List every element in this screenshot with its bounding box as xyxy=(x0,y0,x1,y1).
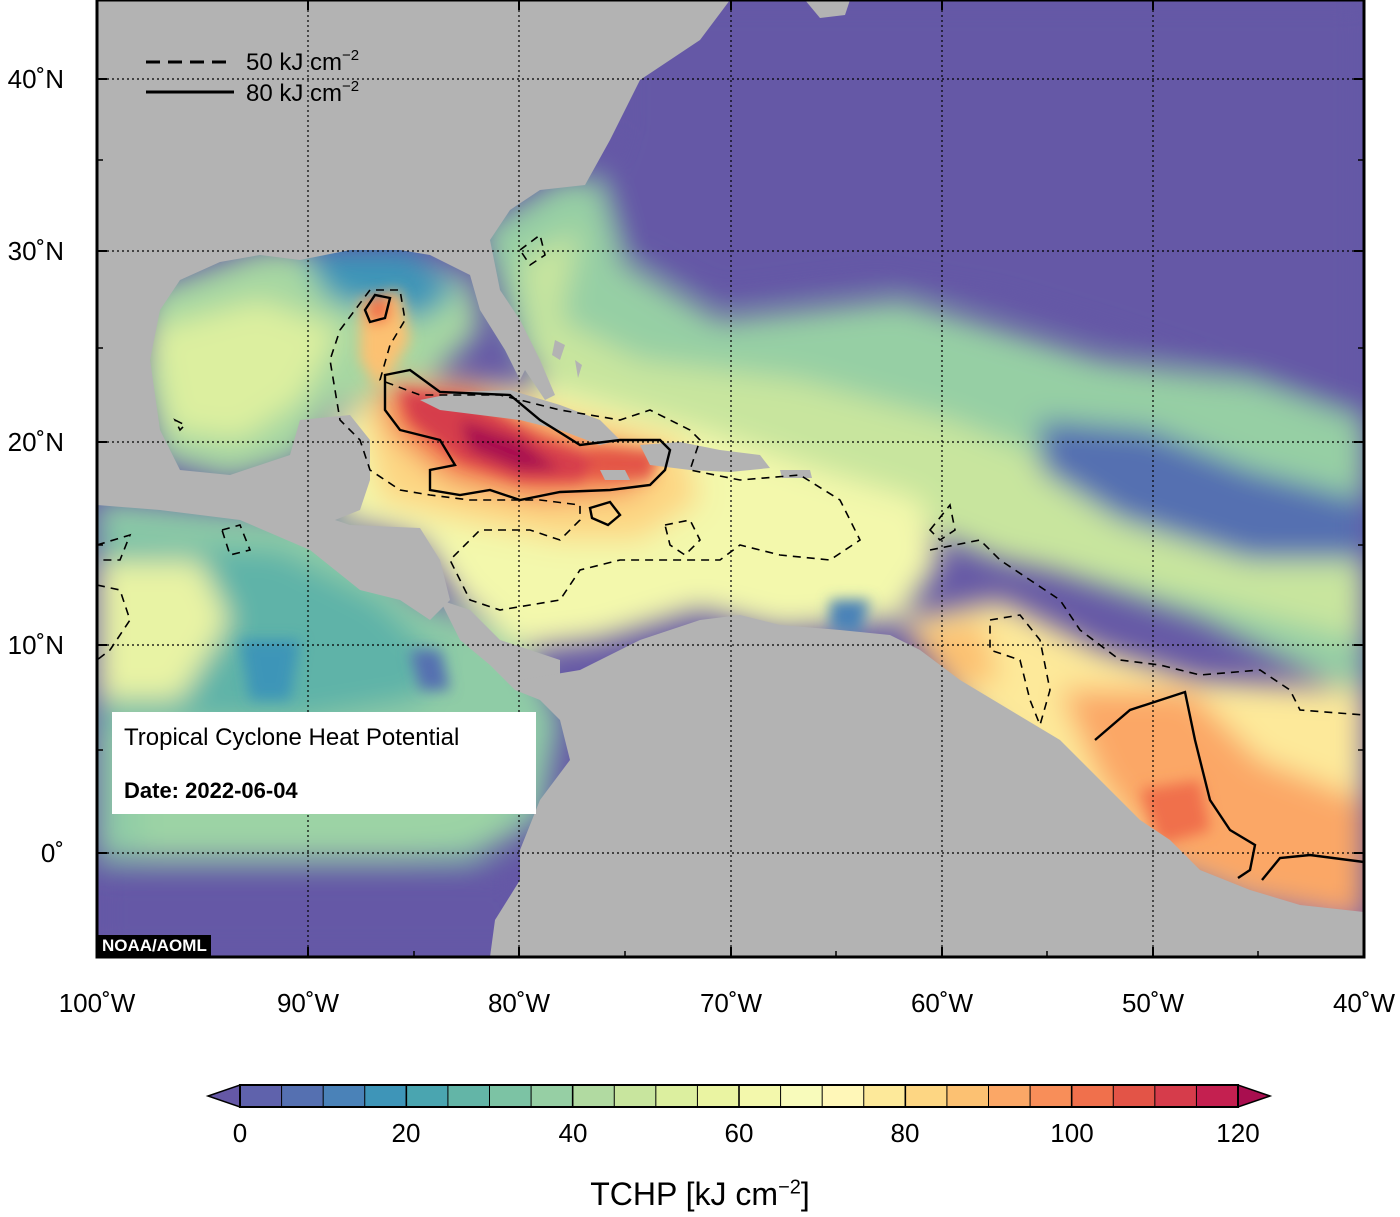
colorbar-cell xyxy=(780,1085,823,1107)
lon-tick-label: 90˚W xyxy=(277,988,340,1018)
colorbar-tick-label: 40 xyxy=(559,1118,588,1148)
colorbar-cell xyxy=(697,1085,740,1107)
jamaica-land xyxy=(600,470,630,480)
central-america-land xyxy=(440,600,560,700)
lon-tick-label: 40˚W xyxy=(1333,988,1396,1018)
lon-tick-label: 50˚W xyxy=(1122,988,1185,1018)
colorbar-cell xyxy=(531,1085,574,1107)
lat-tick-label: 10˚N xyxy=(8,630,64,660)
greenland-edge xyxy=(805,0,850,18)
colorbar-cell xyxy=(240,1085,283,1107)
map-info-box: Tropical Cyclone Heat Potential Date: 20… xyxy=(112,712,536,814)
map-date: Date: 2022-06-04 xyxy=(124,778,298,803)
legend-80-label: 80 kJ cm−2 xyxy=(246,78,359,107)
colorbar-cell xyxy=(946,1085,990,1107)
map-title: Tropical Cyclone Heat Potential xyxy=(124,724,460,751)
colorbar-cell xyxy=(1071,1085,1114,1107)
legend-50-label: 50 kJ cm−2 xyxy=(246,47,359,76)
cuba-land xyxy=(420,390,620,445)
colorbar-title: TCHP [kJ cm−2] xyxy=(590,1176,810,1212)
colorbar-cell xyxy=(1196,1085,1239,1107)
colorbar-tick-label: 20 xyxy=(392,1118,421,1148)
lon-tick-label: 60˚W xyxy=(911,988,974,1018)
north-america-land xyxy=(97,0,730,620)
colorbar-cell xyxy=(1030,1085,1073,1107)
hispaniola-land xyxy=(640,442,770,472)
colorbar-tick-label: 0 xyxy=(233,1118,247,1148)
lat-tick-labels: 0˚ 10˚N 20˚N 30˚N 40˚N xyxy=(8,64,64,868)
colorbar-cell xyxy=(739,1085,782,1107)
colorbar-min-arrow xyxy=(205,1083,241,1109)
colorbar-cell xyxy=(1113,1085,1156,1107)
lat-tick-label: 20˚N xyxy=(8,427,64,457)
colorbar-cell xyxy=(988,1085,1031,1107)
colorbar-cells xyxy=(240,1085,1239,1107)
contour-80 xyxy=(363,293,1364,881)
colorbar-cell xyxy=(364,1085,407,1107)
colorbar-cell xyxy=(1154,1085,1198,1107)
lon-tick-labels: 100˚W 90˚W 80˚W 70˚W 60˚W 50˚W 40˚W xyxy=(59,988,1396,1018)
colorbar-cell xyxy=(614,1085,657,1107)
colorbar-tick-label: 120 xyxy=(1216,1118,1259,1148)
colorbar: 0 20 40 60 80 100 120 xyxy=(205,1083,1273,1148)
colorbar-tick-labels: 0 20 40 60 80 100 120 xyxy=(233,1118,1260,1148)
colorbar-tick-label: 80 xyxy=(891,1118,920,1148)
tchp-field xyxy=(97,0,1364,957)
lon-tick-label: 80˚W xyxy=(488,988,551,1018)
florida-land xyxy=(500,290,555,400)
bahamas-land xyxy=(552,340,582,378)
puerto-rico-land xyxy=(780,470,812,478)
colorbar-cell xyxy=(863,1085,906,1107)
tchp-hotspots xyxy=(240,290,1210,845)
south-america-land xyxy=(490,615,1364,957)
map-plot-area xyxy=(97,0,1364,957)
lon-tick-label: 100˚W xyxy=(59,988,136,1018)
colorbar-cell xyxy=(281,1085,324,1107)
land-masses xyxy=(97,0,1364,957)
colorbar-cell xyxy=(655,1085,699,1107)
lat-tick-label: 0˚ xyxy=(41,838,64,868)
colorbar-cell xyxy=(323,1085,366,1107)
colorbar-cell xyxy=(905,1085,948,1107)
axis-ticks xyxy=(97,0,1364,957)
colorbar-cell xyxy=(822,1085,865,1107)
lat-tick-label: 30˚N xyxy=(8,236,64,266)
colorbar-cell xyxy=(489,1085,532,1107)
lon-tick-label: 70˚W xyxy=(700,988,763,1018)
contour-legend: 50 kJ cm−2 80 kJ cm−2 xyxy=(146,47,359,107)
colorbar-cell xyxy=(572,1085,615,1107)
colorbar-max-arrow xyxy=(1237,1083,1273,1109)
colorbar-tick-label: 100 xyxy=(1050,1118,1093,1148)
credit-label: NOAA/AOML xyxy=(98,935,211,957)
gridlines xyxy=(97,0,1364,957)
minor-ticks xyxy=(97,159,1364,957)
colorbar-ticks xyxy=(281,1085,1197,1107)
colorbar-cell xyxy=(447,1085,491,1107)
colorbar-tick-label: 60 xyxy=(725,1118,754,1148)
colorbar-cell xyxy=(406,1085,449,1107)
lat-tick-label: 40˚N xyxy=(8,64,64,94)
